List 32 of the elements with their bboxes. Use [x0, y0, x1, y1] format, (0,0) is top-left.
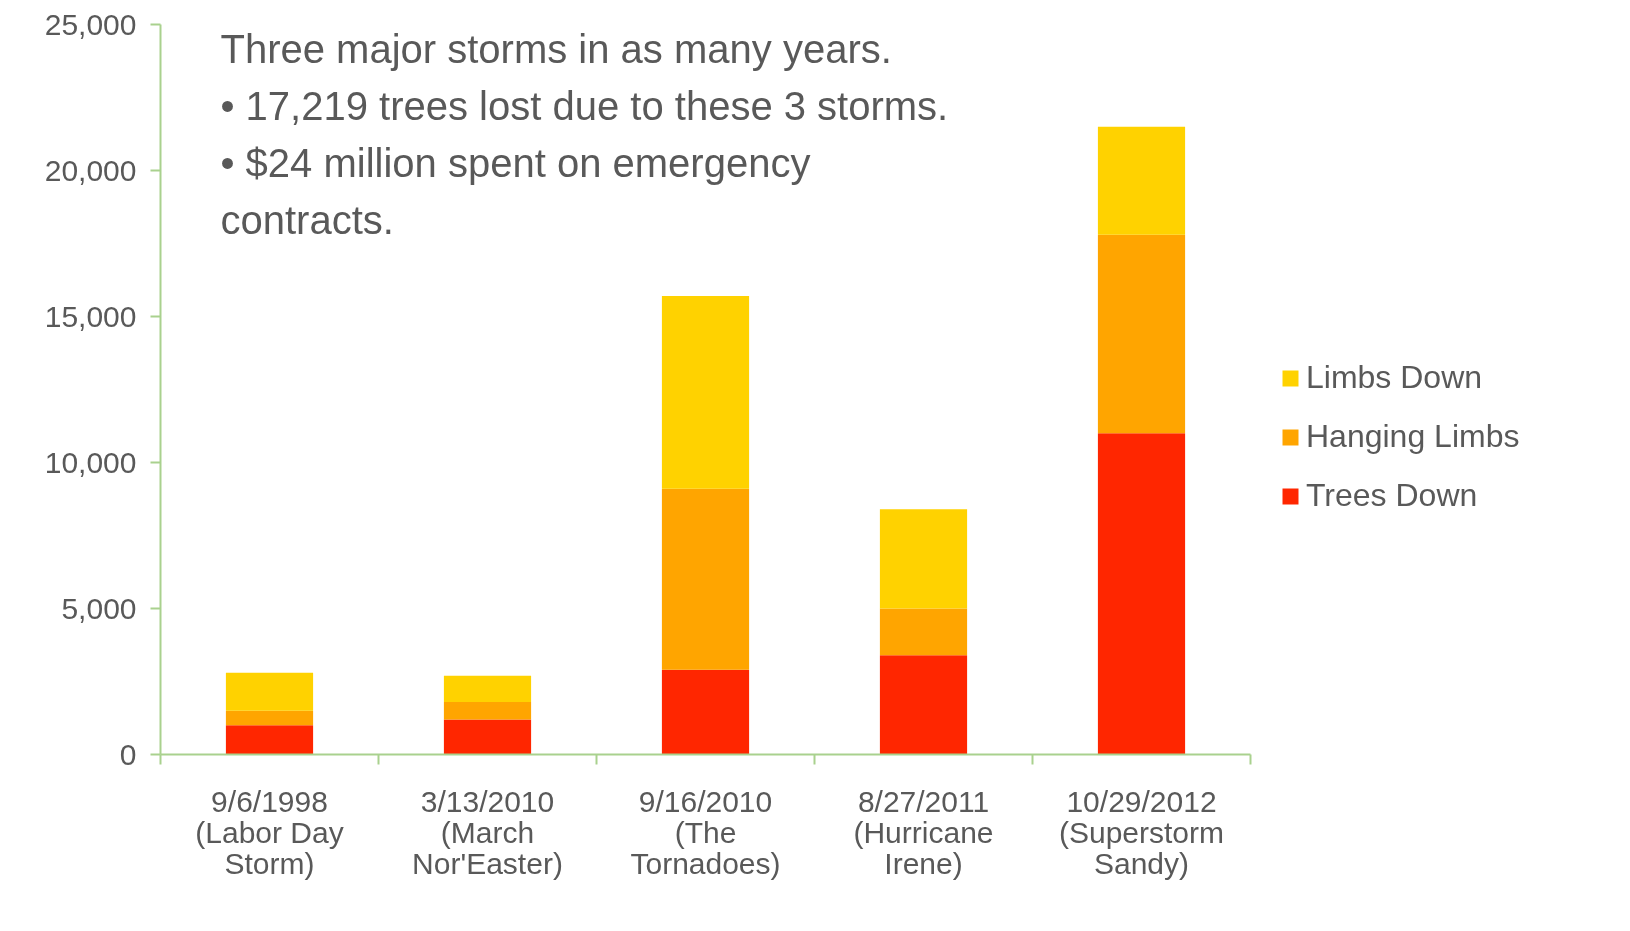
x-tick-label: 3/13/2010 (March Nor'Easter) — [412, 784, 563, 881]
bar — [225, 725, 314, 755]
bar — [879, 509, 968, 609]
x-tick-label: 8/27/2011 (Hurricane Irene) — [853, 784, 994, 881]
bar — [661, 488, 750, 670]
bar — [443, 701, 532, 720]
y-tick-label: 15,000 — [44, 299, 137, 333]
bar — [225, 710, 314, 726]
y-tick-label: 0 — [119, 737, 137, 771]
x-tick-label: 9/6/1998 (Labor Day Storm) — [195, 784, 344, 881]
bar — [443, 719, 532, 755]
bar — [1097, 234, 1186, 434]
bar — [1097, 433, 1186, 755]
bar — [879, 655, 968, 755]
legend-label: Limbs Down — [1306, 359, 1483, 396]
legend-label: Trees Down — [1306, 477, 1478, 514]
y-tick-label: 20,000 — [44, 153, 137, 187]
y-tick-label: 5,000 — [61, 591, 137, 625]
y-tick-label: 25,000 — [44, 7, 137, 41]
bar — [225, 672, 314, 711]
y-tick-label: 10,000 — [44, 445, 137, 479]
bar — [879, 608, 968, 656]
bar — [661, 669, 750, 755]
bar — [1097, 126, 1186, 235]
x-tick-label: 9/16/2010 (The Tornadoes) — [630, 784, 781, 881]
annotation: • 17,219 trees lost due to these 3 storms. — [220, 83, 949, 128]
annotation: Three major storms in as many years. — [220, 26, 892, 71]
bar — [661, 296, 750, 489]
legend-label: Hanging Limbs — [1306, 418, 1520, 455]
annotation: • $24 million spent on emergency contracts. — [220, 140, 811, 242]
bar — [443, 675, 532, 702]
x-tick-label: 10/29/2012 (Superstorm Sandy) — [1058, 784, 1225, 881]
